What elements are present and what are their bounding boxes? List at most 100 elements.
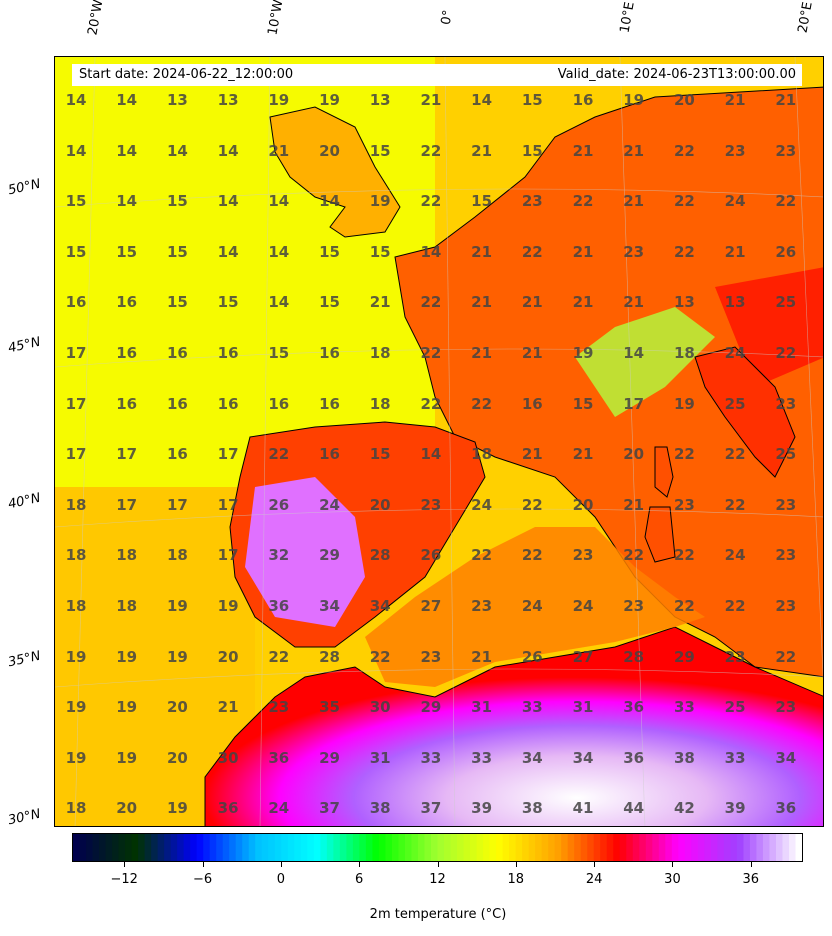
colorbar-segment	[333, 834, 341, 861]
grid-value: 14	[65, 91, 87, 109]
grid-value: 22	[775, 344, 797, 362]
grid-value: 21	[623, 192, 645, 211]
grid-value: 33	[471, 748, 493, 767]
colorbar-segment	[209, 834, 217, 861]
colorbar-segment	[697, 834, 705, 861]
colorbar-segment	[346, 834, 354, 861]
lat-label-30n: 30°N	[6, 806, 42, 829]
grid-value: 30	[217, 748, 239, 767]
colorbar-segment	[86, 834, 94, 861]
grid-value: 22	[724, 445, 746, 464]
start-date: Start date: 2024-06-22_12:00:00	[79, 67, 294, 82]
grid-value: 18	[166, 546, 188, 565]
grid-value: 20	[166, 698, 188, 717]
colorbar-segment	[352, 834, 360, 861]
grid-value: 36	[217, 799, 239, 818]
grid-value: 17	[65, 445, 87, 464]
colorbar-segment	[183, 834, 191, 861]
colorbar-segment	[170, 834, 178, 861]
grid-value: 36	[268, 597, 290, 615]
colorbar-segment	[339, 834, 347, 861]
grid-value: 15	[65, 192, 87, 211]
grid-value: 29	[319, 748, 340, 767]
grid-value: 18	[116, 546, 138, 565]
colorbar-tick-label: 24	[585, 872, 603, 887]
grid-value: 14	[217, 141, 239, 160]
colorbar-tick	[750, 862, 752, 867]
grid-value: 16	[319, 344, 340, 362]
lat-label-40n: 40°N	[6, 490, 42, 513]
grid-value: 14	[65, 141, 87, 160]
colorbar-tick	[202, 862, 204, 867]
grid-value: 22	[420, 192, 442, 211]
grid-value: 29	[420, 698, 442, 717]
colorbar-segment	[235, 834, 243, 861]
grid-value: 29	[673, 647, 695, 666]
british-isles	[269, 106, 401, 238]
grid-value: 22	[775, 192, 797, 211]
grid-value: 22	[420, 344, 442, 362]
colorbar-segment	[151, 834, 159, 861]
grid-value: 19	[166, 597, 188, 615]
colorbar-segment	[294, 834, 302, 861]
colorbar-segment	[775, 834, 784, 861]
colorbar-tick-label: 0	[276, 872, 285, 887]
colorbar-segment	[535, 834, 543, 861]
grid-value: 18	[65, 546, 87, 565]
grid-value: 42	[673, 799, 695, 818]
grid-value: 16	[116, 394, 138, 413]
grid-value: 23	[471, 597, 493, 615]
grid-value: 14	[217, 192, 239, 211]
colorbar-segment	[730, 834, 738, 861]
grid-value: 15	[319, 242, 340, 261]
grid-value: 22	[775, 647, 797, 666]
lon-label-20w: 20°W	[85, 0, 107, 37]
mediterranean-sea	[365, 527, 705, 687]
colorbar-segment	[743, 834, 751, 861]
colorbar-segment	[658, 834, 666, 861]
grid-value: 18	[673, 344, 695, 362]
colorbar-segment	[619, 834, 627, 861]
lat-label-35n: 35°N	[6, 648, 42, 671]
grid-value: 22	[521, 546, 543, 565]
grid-value: 14	[116, 192, 138, 211]
colorbar-segment	[287, 834, 295, 861]
grid-value: 22	[673, 242, 695, 261]
lat-label-45n: 45°N	[6, 334, 42, 357]
grid-value: 15	[166, 242, 188, 261]
colorbar-segment	[190, 834, 198, 861]
grid-value: 36	[623, 698, 645, 717]
colorbar-segment	[710, 834, 718, 861]
colorbar-title: 2m temperature (°C)	[369, 907, 507, 922]
grid-value: 23	[420, 647, 442, 666]
colorbar-segment	[268, 834, 276, 861]
colorbar-segment	[496, 834, 504, 861]
grid-value: 18	[65, 495, 87, 514]
grid-value: 41	[572, 799, 594, 818]
colorbar-segment	[574, 834, 582, 861]
colorbar	[72, 833, 803, 862]
colorbar-segment	[229, 834, 237, 861]
grid-value: 39	[471, 799, 493, 818]
grid-value: 27	[572, 647, 594, 666]
grid-value: 22	[673, 597, 695, 615]
colorbar-segment	[372, 834, 380, 861]
grid-value: 21	[623, 495, 645, 514]
grid-value: 21	[521, 293, 543, 312]
grid-value: 33	[420, 748, 442, 767]
colorbar-segment	[788, 834, 797, 861]
grid-value: 34	[572, 748, 594, 767]
grid-value: 19	[268, 91, 290, 109]
grid-value: 15	[65, 242, 87, 261]
grid-value: 13	[369, 91, 391, 109]
grid-value: 22	[521, 242, 543, 261]
grid-value: 22	[623, 546, 645, 565]
grid-value: 19	[116, 698, 138, 717]
colorbar-tick-label: 6	[355, 872, 364, 887]
colorbar-segment	[606, 834, 614, 861]
colorbar-segment	[157, 834, 165, 861]
grid-value: 15	[369, 445, 391, 464]
grid-value: 15	[268, 344, 290, 362]
grid-value: 13	[724, 293, 746, 312]
grid-value: 21	[572, 293, 594, 312]
